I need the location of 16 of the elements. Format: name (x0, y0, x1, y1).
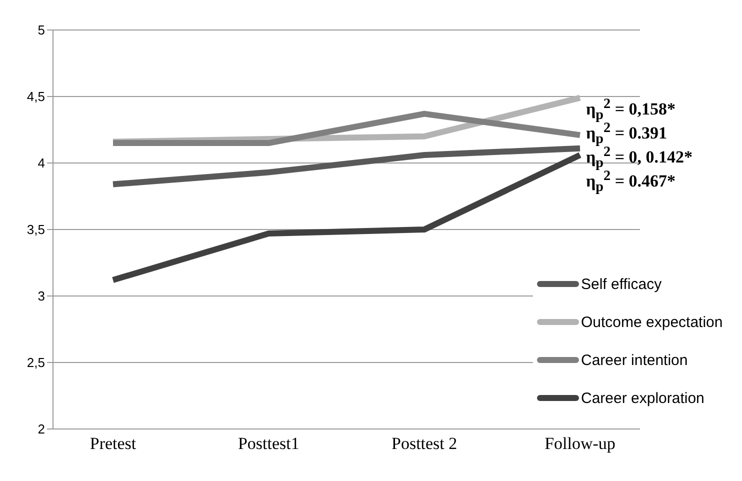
legend-label: Self efficacy (581, 276, 662, 292)
annotation: η$_{p}$$^{2}$ = 0,158* (586, 96, 676, 124)
legend-label: Career intention (581, 352, 688, 368)
x-tick-label: Posttest1 (238, 434, 300, 454)
y-tick-label: 3,5 (26, 222, 45, 238)
y-tick-label: 4,5 (26, 89, 45, 104)
x-tick-label: Follow-up (544, 434, 616, 454)
y-tick-label: 4 (38, 156, 45, 171)
x-tick-label: Posttest 2 (392, 434, 458, 454)
legend-label: Outcome expectation (581, 314, 723, 330)
x-tick-label: Pretest (90, 434, 136, 454)
y-tick-label: 2,5 (26, 355, 45, 370)
y-tick-label: 2 (38, 422, 45, 437)
y-tick-label: 3 (38, 288, 45, 304)
y-tick-label: 5 (38, 22, 45, 38)
legend-label: Career exploration (581, 390, 704, 406)
